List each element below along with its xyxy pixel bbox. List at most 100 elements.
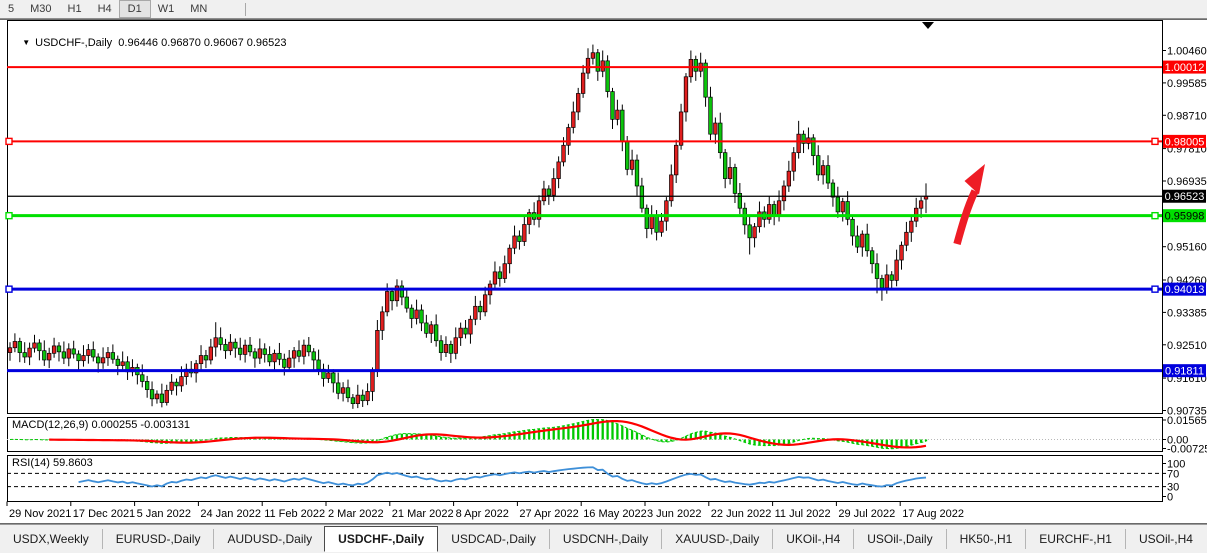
- chart-tab-eurusd-daily[interactable]: EURUSD-,Daily: [101, 529, 214, 549]
- hline-handle[interactable]: [1151, 211, 1159, 220]
- candle-body: [674, 144, 679, 176]
- candle-body: [816, 155, 821, 176]
- candle-body: [546, 188, 551, 196]
- candle-body: [375, 330, 380, 372]
- chart-tab-ukoil-h4[interactable]: UKOil-,H4: [772, 529, 853, 549]
- chart-tab-usdchf-daily[interactable]: USDCHF-,Daily: [324, 526, 439, 552]
- candle-body: [713, 122, 718, 135]
- level-price-box: [1163, 282, 1206, 296]
- hline-handle[interactable]: [5, 137, 13, 146]
- rsi-indicator-label: RSI(14) 59.8603: [12, 457, 93, 469]
- candle-body: [193, 363, 199, 374]
- candle-body: [203, 355, 209, 361]
- candle-body: [771, 204, 777, 216]
- candle-body: [66, 348, 71, 359]
- timeframe-m30-button[interactable]: M30: [30, 3, 52, 15]
- price-axis: 1.004600.995850.987100.978100.969350.951…: [1162, 46, 1207, 504]
- candle-body: [718, 122, 723, 154]
- candle-body: [820, 165, 826, 176]
- price-tick-label: 0.96935: [1167, 176, 1207, 188]
- level-price-box: [1163, 364, 1206, 378]
- chart-tab-usdcad-daily[interactable]: USDCAD-,Daily: [437, 529, 549, 549]
- candle-body: [385, 291, 390, 313]
- timeframe-d1-button[interactable]: D1: [118, 0, 151, 18]
- candle-body: [100, 357, 106, 364]
- candle-body: [850, 218, 855, 237]
- chart-tab-audusd-daily[interactable]: AUDUSD-,Daily: [213, 529, 325, 549]
- timeframe-5-button[interactable]: 5: [8, 3, 15, 15]
- candle-body: [149, 389, 155, 400]
- chart-tab-xauusd-daily[interactable]: XAUUSD-,Daily: [661, 529, 772, 549]
- candle-body: [610, 91, 615, 120]
- candle-body: [272, 352, 277, 363]
- candle-body: [380, 311, 385, 331]
- candle-body: [223, 344, 228, 352]
- hline-handle[interactable]: [1151, 285, 1159, 293]
- hline-handle[interactable]: [1151, 137, 1159, 146]
- candle-body: [360, 394, 365, 402]
- candle-body: [561, 144, 566, 163]
- candle-body: [830, 182, 836, 198]
- up-arrow-head: [964, 164, 985, 195]
- candle-body: [463, 327, 468, 335]
- up-arrow-annotation[interactable]: [953, 164, 985, 246]
- timeframe-w1-button[interactable]: W1: [157, 3, 175, 15]
- candle-body: [654, 215, 659, 233]
- hline-handle[interactable]: [5, 285, 13, 293]
- candle-body: [639, 185, 645, 209]
- candle-body: [811, 137, 816, 156]
- candle-body: [796, 133, 801, 154]
- candle-body: [340, 387, 346, 394]
- candle-body: [747, 224, 752, 239]
- candle-body: [414, 309, 419, 319]
- macd-pane[interactable]: [7, 417, 1163, 452]
- candle-body: [91, 349, 96, 358]
- candle-body: [835, 196, 840, 213]
- candle-body: [110, 352, 116, 360]
- candle-body: [296, 350, 302, 357]
- timeframe-h4-button[interactable]: H4: [97, 3, 112, 15]
- date-tick-label: 22 Jun 2022: [711, 508, 772, 520]
- last-bar-marker-icon: [922, 22, 934, 29]
- chart-tab-hk50-h1[interactable]: HK50-,H1: [945, 529, 1026, 549]
- candle-body: [238, 347, 243, 355]
- chart-tab-eurchf-h1[interactable]: EURCHF-,H1: [1025, 529, 1125, 549]
- current-price-label: 0.96523: [1165, 191, 1205, 203]
- candle-body: [228, 341, 233, 352]
- rsi-pane[interactable]: [7, 455, 1163, 502]
- date-tick-label: 3 Jun 2022: [647, 508, 701, 520]
- candle-body: [17, 341, 22, 353]
- chart-tab-usdcnh-daily[interactable]: USDCNH-,Daily: [548, 529, 661, 549]
- candle-body: [732, 167, 738, 194]
- chart-tab-usoil-h4[interactable]: USOil-,H4: [1124, 529, 1206, 549]
- tabs-scroll-left-icon[interactable]: ◄: [1206, 534, 1207, 544]
- timeframe-toolbar: 5 M30 H1 H4 D1 W1 MN: [0, 0, 1207, 19]
- date-tick-label: 8 Apr 2022: [456, 508, 509, 520]
- candle-body: [664, 200, 669, 222]
- timeframe-h1-button[interactable]: H1: [67, 3, 82, 15]
- candle-body: [32, 342, 37, 349]
- candle-body: [840, 201, 845, 213]
- rsi-axis-label: 100: [1167, 459, 1185, 471]
- candle-body: [512, 235, 517, 249]
- candle-body: [551, 178, 556, 196]
- chart-tab-usoil-daily[interactable]: USOil-,Daily: [853, 529, 945, 549]
- chart-tab-usdx-weekly[interactable]: USDX,Weekly: [13, 532, 89, 546]
- candle-body: [257, 348, 262, 359]
- macd-layer: [9, 418, 928, 450]
- candle-body: [326, 372, 331, 379]
- level-price-label: 0.91811: [1165, 366, 1204, 378]
- candle-body: [42, 350, 47, 361]
- candle-body: [213, 337, 218, 348]
- candle-body: [370, 370, 375, 392]
- hline-handle[interactable]: [5, 211, 13, 220]
- candle-body: [669, 174, 674, 202]
- candle-body: [556, 161, 561, 179]
- chart-dropdown-icon[interactable]: ▼: [22, 38, 31, 47]
- candle-body: [96, 356, 101, 364]
- candle-body: [566, 127, 571, 146]
- timeframe-mn-button[interactable]: MN: [190, 3, 208, 15]
- candle-body: [51, 345, 57, 354]
